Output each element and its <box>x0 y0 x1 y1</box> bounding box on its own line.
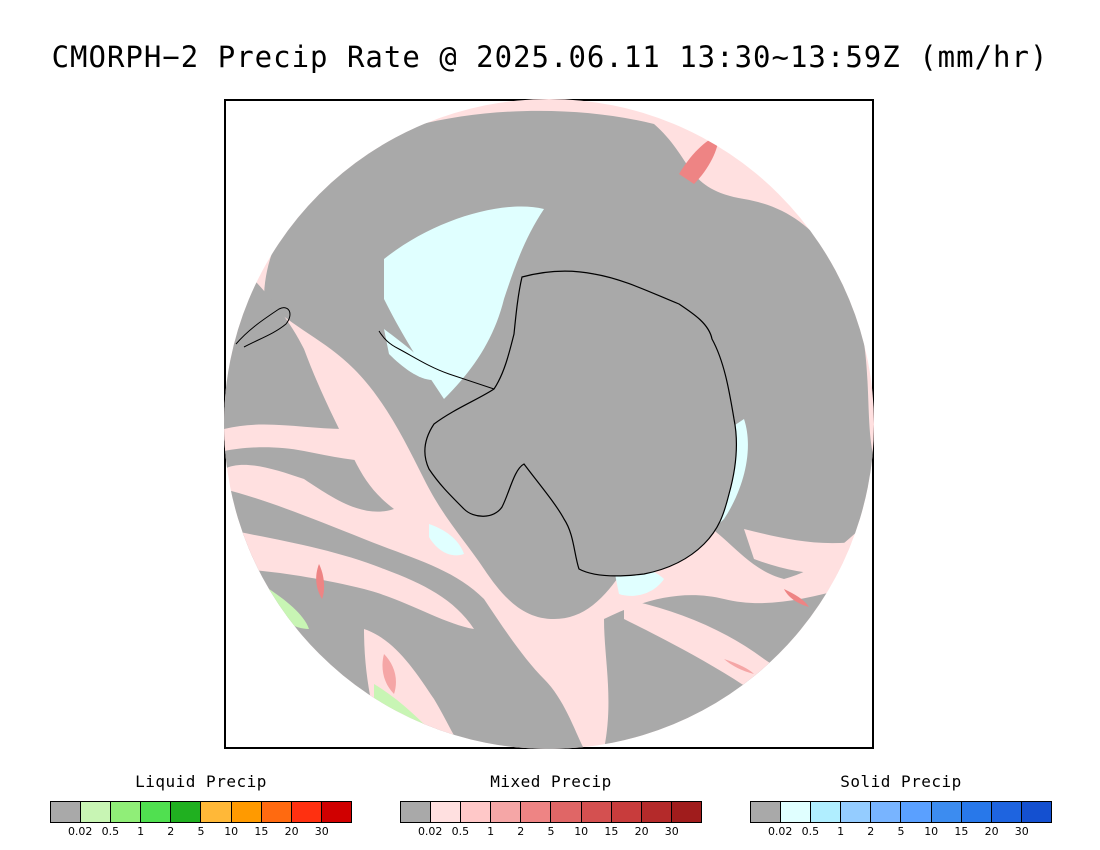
solid-precip-west-sector <box>384 206 544 399</box>
legend-tick-label: 10 <box>924 825 939 838</box>
legend-tick-label: 0.02 <box>767 825 793 838</box>
solid-precip-peninsula <box>384 329 439 380</box>
south-america-tip <box>235 307 291 348</box>
legend-liquid-swatches <box>50 801 352 823</box>
legend-swatch-6 <box>931 802 962 822</box>
legend-tick-label: 1 <box>487 825 495 838</box>
mixed-streak-south <box>382 654 396 694</box>
legend-tick-label: 0.5 <box>101 825 120 838</box>
legend-liquid-precip: Liquid Precip 0.02 0.5 1 2 5 10 15 20 30 <box>50 772 352 839</box>
legend-tick-label: 2 <box>867 825 875 838</box>
legend-swatch-8 <box>641 802 672 822</box>
legend-mixed-title: Mixed Precip <box>490 772 612 791</box>
legend-solid-title: Solid Precip <box>840 772 962 791</box>
legend-swatch-7 <box>611 802 642 822</box>
legend-swatch-4 <box>871 802 902 822</box>
legend-swatch-8 <box>991 802 1022 822</box>
legend-tick-label: 5 <box>197 825 205 838</box>
legend-swatch-3 <box>491 802 522 822</box>
liquid-patch-southwest <box>269 589 309 629</box>
legend-swatch-5 <box>901 802 932 822</box>
legend-tick-label: 20 <box>984 825 999 838</box>
pink-band-east <box>744 529 874 575</box>
legend-tick-label: 10 <box>574 825 589 838</box>
legend-mixed-precip: Mixed Precip 0.02 0.5 1 2 5 10 15 20 30 <box>400 772 702 839</box>
legend-swatch-2 <box>111 802 142 822</box>
legend-swatch-4 <box>521 802 552 822</box>
legend-tick-label: 2 <box>517 825 525 838</box>
pink-band-southwest <box>224 529 474 629</box>
legend-swatch-9 <box>671 802 701 822</box>
legend-swatch-5 <box>551 802 582 822</box>
legend-tick-label: 30 <box>664 825 679 838</box>
legend-swatch-1 <box>781 802 812 822</box>
legend-swatch-2 <box>461 802 492 822</box>
legend-tick-label: 10 <box>224 825 239 838</box>
antarctica-landmass <box>424 270 738 577</box>
legend-liquid-ticks: 0.02 0.5 1 2 5 10 15 20 30 <box>50 825 352 839</box>
legend-tick-label: 0.02 <box>417 825 443 838</box>
legend-tick-label: 15 <box>604 825 619 838</box>
polar-map-frame <box>224 99 874 749</box>
legend-tick-label: 20 <box>284 825 299 838</box>
legend-tick-label: 5 <box>897 825 905 838</box>
legend-swatch-9 <box>321 802 351 822</box>
legend-solid-swatches <box>750 801 1052 823</box>
legend-swatch-8 <box>291 802 322 822</box>
legend-tick-label: 0.5 <box>801 825 820 838</box>
legend-solid-precip: Solid Precip 0.02 0.5 1 2 5 10 15 20 30 <box>750 772 1052 839</box>
legend-swatch-3 <box>141 802 172 822</box>
antarctic-peninsula <box>378 330 495 390</box>
legend-swatch-7 <box>961 802 992 822</box>
legend-swatch-0 <box>51 802 82 822</box>
legend-swatch-1 <box>431 802 462 822</box>
legend-swatch-1 <box>81 802 112 822</box>
legend-tick-label: 1 <box>137 825 145 838</box>
legend-swatch-3 <box>841 802 872 822</box>
legend-swatch-9 <box>1021 802 1051 822</box>
legend-tick-label: 0.5 <box>451 825 470 838</box>
solid-precip-southwest <box>429 524 464 556</box>
legend-swatch-2 <box>811 802 842 822</box>
legend-tick-label: 0.02 <box>67 825 93 838</box>
legend-swatch-0 <box>751 802 782 822</box>
mixed-streak-northeast <box>679 134 719 184</box>
legend-tick-label: 2 <box>167 825 175 838</box>
legend-swatch-4 <box>171 802 202 822</box>
legend-swatch-6 <box>231 802 262 822</box>
legend-tick-label: 5 <box>547 825 555 838</box>
antarctic-precip-map <box>224 99 874 749</box>
map-title: CMORPH−2 Precip Rate @ 2025.06.11 13:30~… <box>51 40 1049 74</box>
pink-band-west <box>224 424 414 463</box>
legend-liquid-title: Liquid Precip <box>135 772 267 791</box>
legend-tick-label: 20 <box>634 825 649 838</box>
legend-tick-label: 30 <box>1014 825 1029 838</box>
legend-mixed-ticks: 0.02 0.5 1 2 5 10 15 20 30 <box>400 825 702 839</box>
mixed-streak-southeast <box>784 589 809 607</box>
legend-mixed-swatches <box>400 801 702 823</box>
legend-swatch-5 <box>201 802 232 822</box>
legend-tick-label: 30 <box>314 825 329 838</box>
mixed-streak-southwest <box>316 564 325 599</box>
legend-swatch-6 <box>581 802 612 822</box>
legend-tick-label: 15 <box>954 825 969 838</box>
mixed-streak-lower-east <box>724 659 754 674</box>
legend-tick-label: 1 <box>837 825 845 838</box>
legend-tick-label: 15 <box>254 825 269 838</box>
legend-solid-ticks: 0.02 0.5 1 2 5 10 15 20 30 <box>750 825 1052 839</box>
legend-swatch-7 <box>261 802 292 822</box>
legend-swatch-0 <box>401 802 432 822</box>
